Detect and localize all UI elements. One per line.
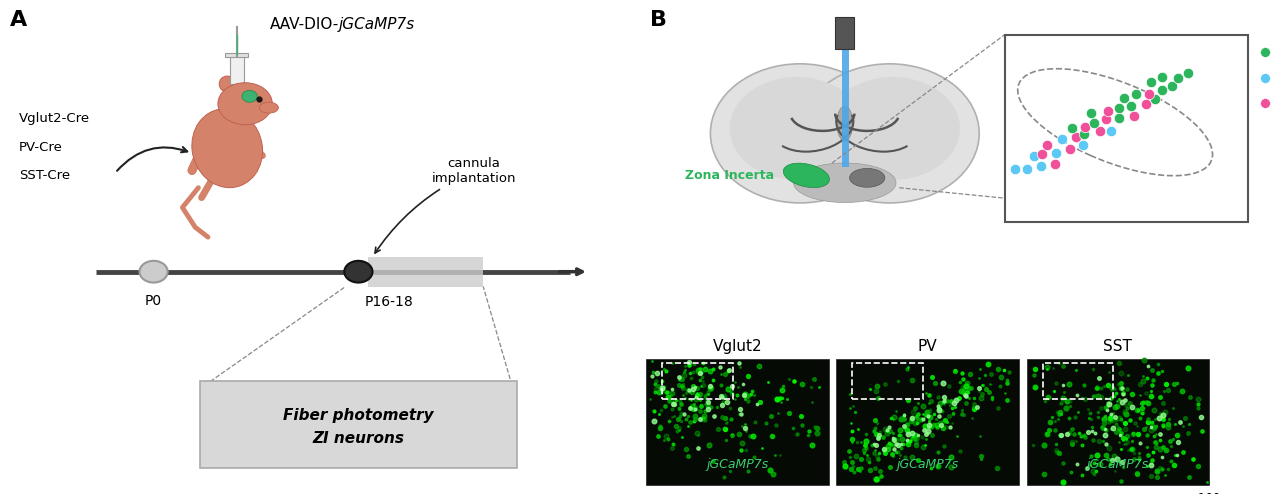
Ellipse shape	[218, 83, 273, 125]
Text: jGCaMP7s: jGCaMP7s	[896, 458, 959, 471]
Text: jGCaMP7s: jGCaMP7s	[1087, 458, 1149, 471]
Text: Fiber photometry: Fiber photometry	[283, 409, 434, 423]
Bar	[1042, 363, 1114, 399]
Text: PV: PV	[918, 339, 937, 354]
Circle shape	[140, 261, 168, 283]
Text: B: B	[650, 10, 667, 30]
Ellipse shape	[192, 109, 262, 188]
Ellipse shape	[800, 64, 979, 203]
FancyBboxPatch shape	[200, 381, 517, 468]
Text: AAV-DIO-: AAV-DIO-	[270, 17, 339, 32]
Ellipse shape	[826, 77, 960, 180]
Ellipse shape	[794, 163, 896, 203]
Bar	[663, 363, 732, 399]
Circle shape	[242, 90, 257, 102]
Bar	[837, 359, 1019, 485]
Text: PV-Cre: PV-Cre	[19, 141, 63, 154]
Bar	[646, 359, 829, 485]
Ellipse shape	[730, 77, 864, 180]
Text: Vglut2-Cre: Vglut2-Cre	[19, 112, 91, 125]
FancyBboxPatch shape	[369, 257, 484, 287]
FancyBboxPatch shape	[1005, 35, 1248, 222]
Text: Vglut2: Vglut2	[713, 339, 763, 354]
Text: P0: P0	[145, 294, 163, 308]
Ellipse shape	[837, 106, 852, 141]
Ellipse shape	[259, 102, 279, 113]
Text: SST: SST	[1103, 339, 1133, 354]
Text: SST-Cre: SST-Cre	[19, 169, 70, 182]
Text: 100 μm: 100 μm	[1198, 493, 1243, 494]
Ellipse shape	[710, 64, 890, 203]
FancyBboxPatch shape	[230, 54, 244, 84]
Ellipse shape	[850, 168, 884, 187]
Circle shape	[344, 261, 372, 283]
Text: jGCaMP7s: jGCaMP7s	[339, 17, 416, 32]
FancyBboxPatch shape	[836, 17, 855, 49]
Bar	[1027, 359, 1210, 485]
Text: cannula
implantation: cannula implantation	[375, 157, 516, 253]
Text: P16-18: P16-18	[365, 295, 413, 309]
Bar	[852, 363, 923, 399]
Ellipse shape	[783, 163, 829, 188]
Ellipse shape	[219, 76, 236, 92]
FancyBboxPatch shape	[225, 53, 248, 57]
Text: ZI neurons: ZI neurons	[312, 431, 404, 446]
Text: jGCaMP7s: jGCaMP7s	[707, 458, 769, 471]
Text: A: A	[10, 10, 27, 30]
Text: Zona Incerta: Zona Incerta	[685, 169, 774, 182]
